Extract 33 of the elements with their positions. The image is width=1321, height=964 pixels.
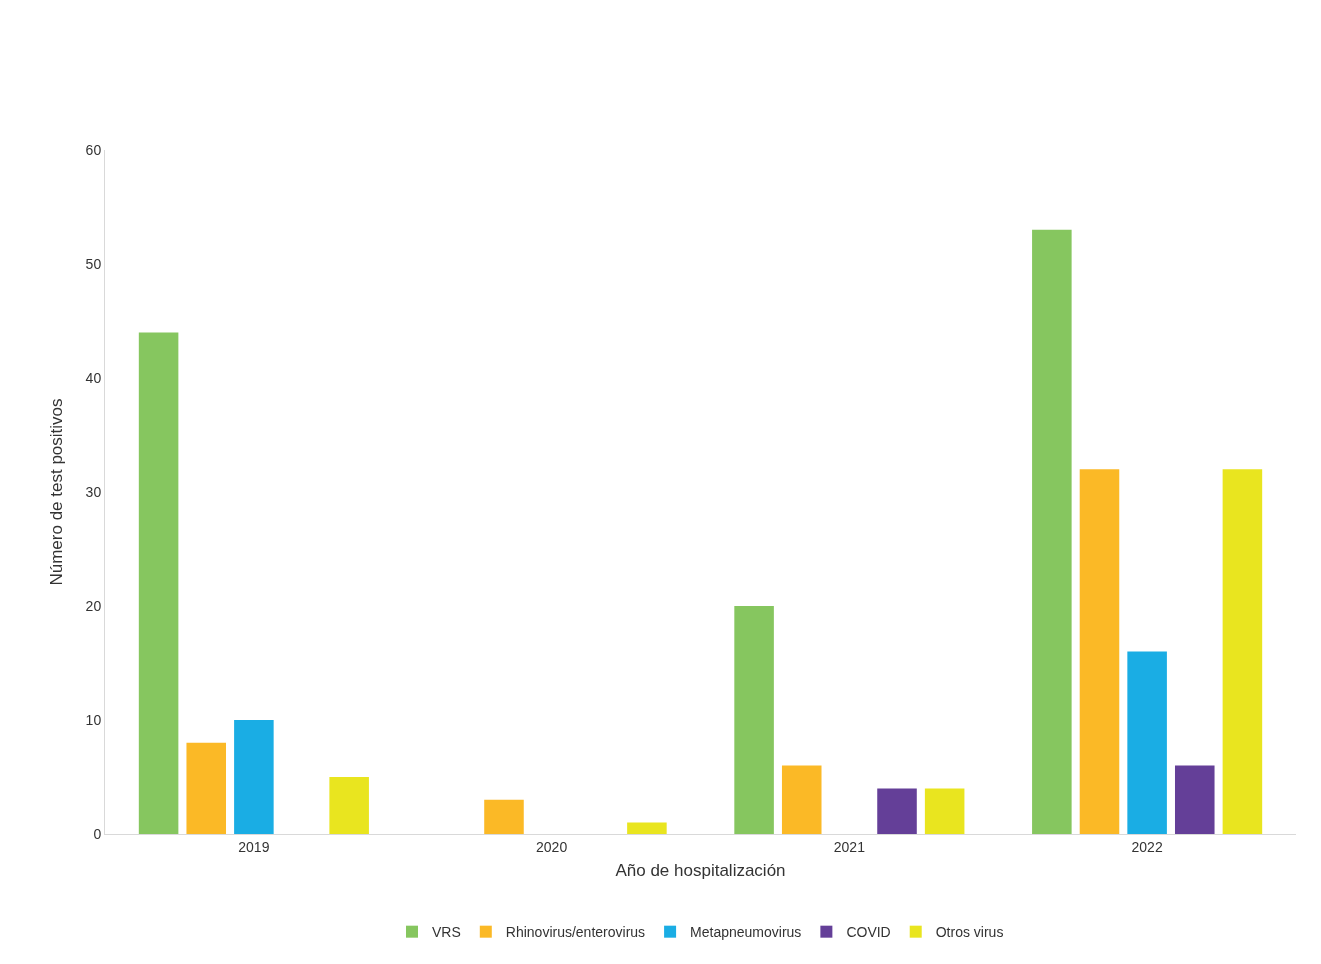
bar — [924, 788, 965, 834]
y-tick-label: 60 — [85, 141, 102, 158]
y-axis-title: Número de test positivos — [47, 398, 67, 586]
bar — [234, 720, 274, 834]
legend-label: Otros virus — [935, 924, 1004, 941]
x-tick-label: 2020 — [536, 838, 568, 855]
bar — [1222, 469, 1263, 834]
bar — [329, 777, 369, 834]
bar — [1032, 229, 1072, 834]
bar — [734, 606, 774, 834]
bar — [1079, 469, 1120, 834]
bar — [1174, 765, 1215, 834]
bar — [1127, 651, 1167, 834]
bar — [186, 742, 227, 834]
bar — [627, 822, 667, 834]
y-tick-label: 50 — [85, 255, 102, 272]
y-tick-label: 10 — [85, 711, 102, 728]
bar — [877, 788, 917, 834]
bar — [484, 799, 524, 834]
x-tick-label: 2019 — [238, 838, 270, 855]
y-tick-label: 0 — [93, 825, 102, 842]
y-tick-label: 30 — [85, 483, 102, 500]
y-tick-label: 20 — [85, 597, 102, 614]
bar — [781, 765, 822, 834]
legend-label: VRS — [432, 924, 461, 941]
y-tick-label: 40 — [85, 369, 102, 386]
x-tick-label: 2022 — [1131, 838, 1163, 855]
x-axis-title: Año de hospitalización — [615, 861, 786, 881]
bar — [138, 332, 179, 834]
legend-label: COVID — [846, 924, 891, 941]
legend-label: Metapneumovirus — [690, 924, 802, 941]
legend-label: Rhinovirus/enterovirus — [505, 924, 646, 941]
x-tick-label: 2021 — [833, 838, 866, 855]
